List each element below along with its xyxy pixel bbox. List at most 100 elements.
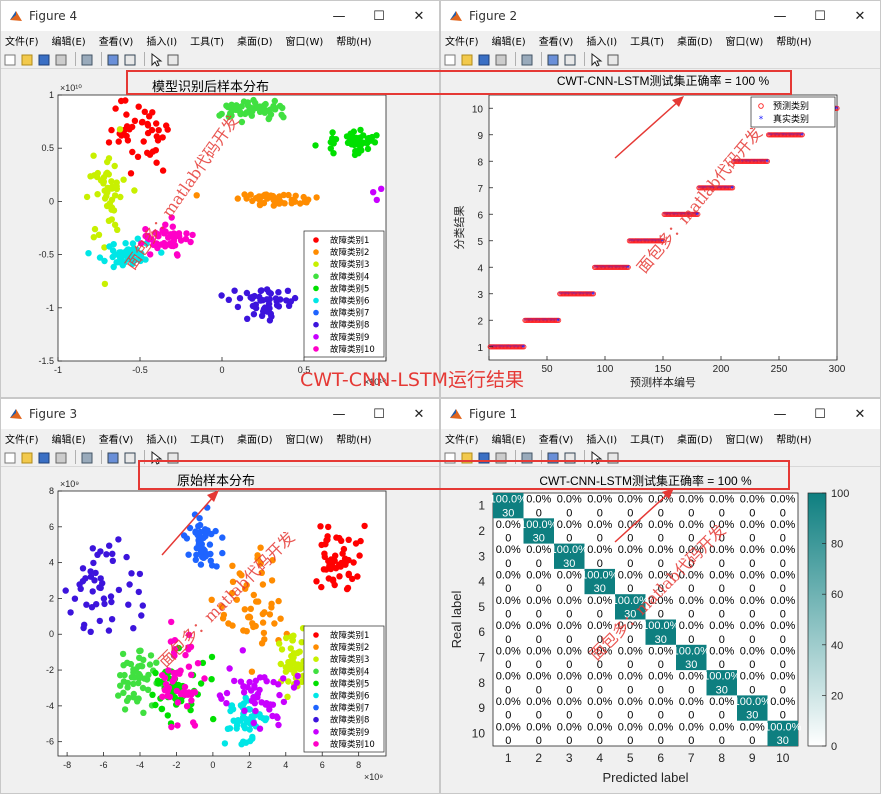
save-icon[interactable] [477,52,491,66]
menu-help[interactable]: 帮助(H) [336,37,372,48]
menu-view[interactable]: 查看(V) [98,435,134,446]
insert-legend-icon[interactable] [563,450,577,464]
menu-tools[interactable]: 工具(T) [190,37,225,48]
data-point [224,725,232,732]
data-point [168,618,175,626]
save-icon[interactable] [37,450,51,464]
minimize-button[interactable]: — [332,406,346,422]
menu-file[interactable]: 文件(F) [445,37,479,48]
maximize-button[interactable]: ☐ [814,8,826,24]
data-point [103,170,110,178]
menu-view[interactable]: 查看(V) [538,37,574,48]
menu-desktop[interactable]: 桌面(D) [677,37,713,48]
edit-plot-arrow-icon[interactable] [589,52,603,67]
data-point [243,195,250,202]
legend-marker [313,680,319,687]
edit-plot-arrow-icon[interactable] [149,450,163,465]
new-file-icon[interactable] [443,52,457,66]
menu-view[interactable]: 查看(V) [538,435,574,446]
save-icon[interactable] [37,52,51,66]
menu-file[interactable]: 文件(F) [5,435,39,446]
menu-desktop[interactable]: 桌面(D) [677,435,713,446]
property-inspector-icon[interactable] [606,450,620,464]
new-file-icon[interactable] [443,450,457,464]
menu-view[interactable]: 查看(V) [98,37,134,48]
menu-file[interactable]: 文件(F) [445,435,479,446]
data-point [164,712,171,719]
close-button[interactable]: ✕ [854,406,866,422]
new-file-icon[interactable] [3,52,17,66]
maximize-button[interactable]: ☐ [373,406,385,422]
maximize-button[interactable]: ☐ [373,8,385,24]
menu-edit[interactable]: 编辑(E) [491,435,526,446]
menu-desktop[interactable]: 桌面(D) [237,435,273,446]
open-folder-icon[interactable] [20,52,34,66]
insert-colorbar-icon[interactable] [106,52,120,66]
y-axis-label: 分类结果 [452,206,466,250]
property-inspector-icon[interactable] [166,450,180,464]
print-icon[interactable] [54,52,68,66]
cell-count-label: 0 [536,710,542,722]
menu-edit[interactable]: 编辑(E) [51,37,86,48]
cell-percent-label: 0.0% [679,494,704,506]
cell-count-label: 0 [597,634,603,646]
new-file-icon[interactable] [3,450,17,464]
menu-insert[interactable]: 插入(I) [586,435,618,446]
menu-edit[interactable]: 编辑(E) [51,435,86,446]
minimize-button[interactable]: — [332,8,346,24]
property-inspector-icon[interactable] [166,52,180,66]
data-point [132,247,139,254]
close-button[interactable]: ✕ [413,406,425,422]
menu-window[interactable]: 窗口(W) [285,435,324,446]
data-point [329,129,336,136]
insert-colorbar-icon[interactable] [546,450,560,464]
data-point [95,231,103,238]
print-icon[interactable] [54,450,68,464]
edit-plot-arrow-icon[interactable] [149,52,163,67]
print-icon[interactable] [494,52,508,66]
menu-insert[interactable]: 插入(I) [146,435,178,446]
menu-window[interactable]: 窗口(W) [285,37,324,48]
heatmap-cell [767,720,798,746]
menu-desktop[interactable]: 桌面(D) [237,37,273,48]
menu-tools[interactable]: 工具(T) [630,37,665,48]
link-plot-icon[interactable] [520,450,534,464]
legend-entry: 故障类别4 [330,666,369,677]
insert-colorbar-icon[interactable] [106,450,120,464]
menu-help[interactable]: 帮助(H) [336,435,372,446]
menu-help[interactable]: 帮助(H) [776,435,812,446]
menu-tools[interactable]: 工具(T) [190,435,225,446]
link-plot-icon[interactable] [80,450,94,464]
insert-colorbar-icon[interactable] [546,52,560,66]
maximize-button[interactable]: ☐ [814,406,826,422]
minimize-button[interactable]: — [773,406,787,422]
insert-legend-icon[interactable] [563,52,577,66]
print-icon[interactable] [494,450,508,464]
matlab-logo-icon [449,9,463,23]
close-button[interactable]: ✕ [854,8,866,24]
menu-tools[interactable]: 工具(T) [630,435,665,446]
save-icon[interactable] [477,450,491,464]
cell-count-label: 0 [780,710,786,722]
open-folder-icon[interactable] [460,450,474,464]
menu-insert[interactable]: 插入(I) [586,37,618,48]
property-inspector-icon[interactable] [606,52,620,66]
insert-legend-icon[interactable] [123,450,137,464]
minimize-button[interactable]: — [773,8,787,24]
menu-window[interactable]: 窗口(W) [725,37,764,48]
menu-file[interactable]: 文件(F) [5,37,39,48]
link-plot-icon[interactable] [80,52,94,66]
cell-percent-label: 100.0% [673,645,711,657]
toolbar-separator [101,52,102,66]
open-folder-icon[interactable] [20,450,34,464]
open-folder-icon[interactable] [460,52,474,66]
menu-insert[interactable]: 插入(I) [146,37,178,48]
close-button[interactable]: ✕ [413,8,425,24]
insert-legend-icon[interactable] [123,52,137,66]
scatter-chart-fig4: -1 -0.5 0 0.510.50-0.5-1-1.5×10¹⁰×10¹⁰故障类别1… [38,83,387,387]
menu-window[interactable]: 窗口(W) [725,435,764,446]
menu-edit[interactable]: 编辑(E) [491,37,526,48]
link-plot-icon[interactable] [520,52,534,66]
edit-plot-arrow-icon[interactable] [589,450,603,465]
menu-help[interactable]: 帮助(H) [776,37,812,48]
